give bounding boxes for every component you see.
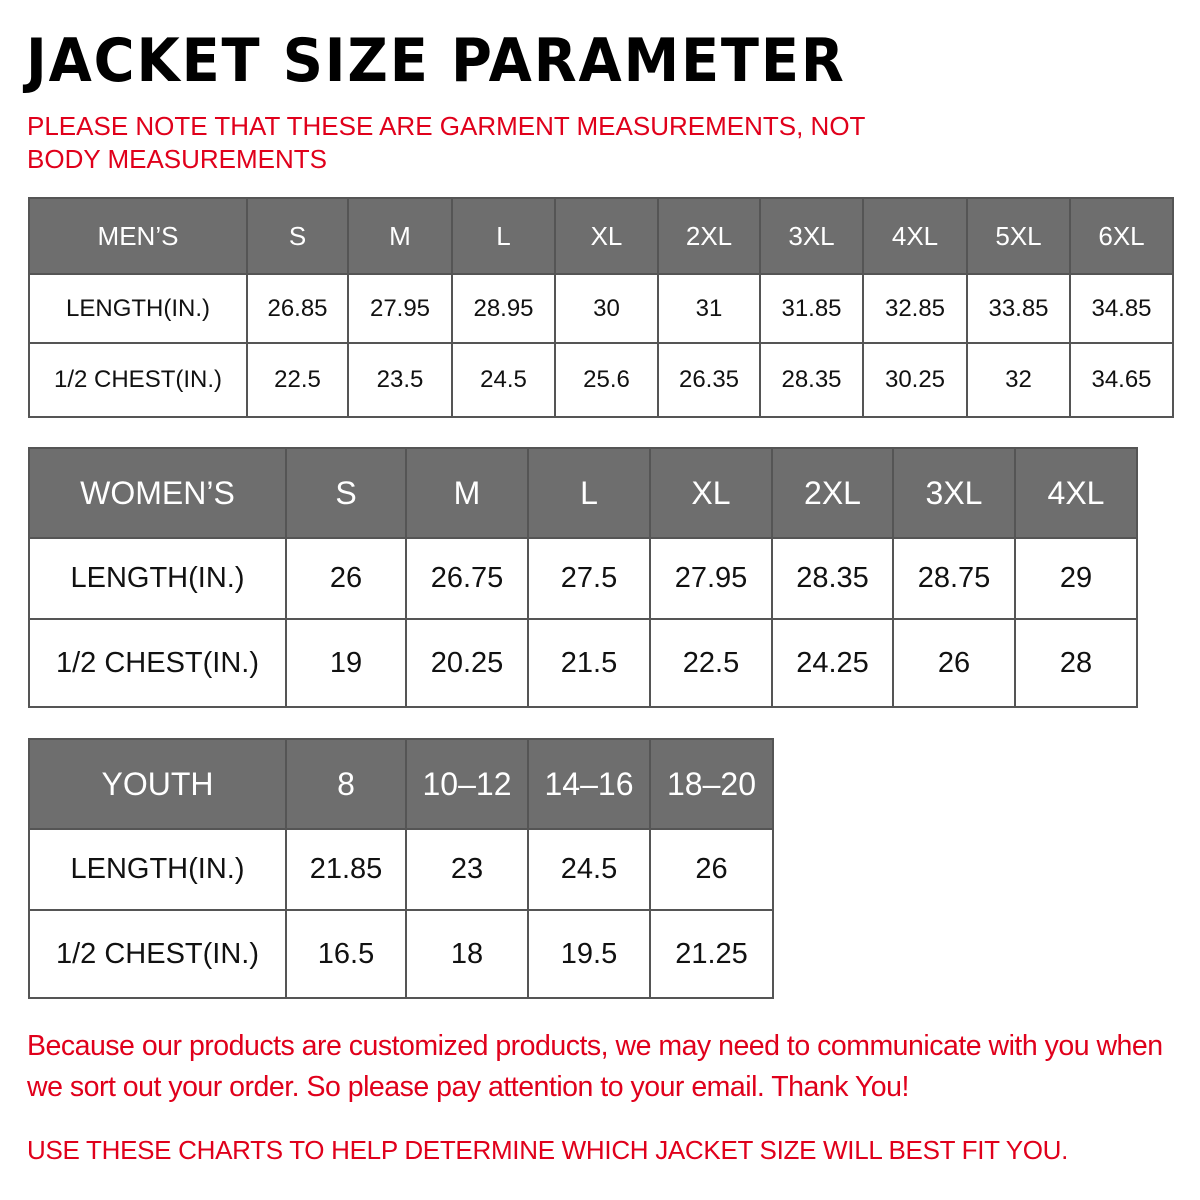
measurement-cell: 20.25 — [405, 618, 529, 708]
row-label: LENGTH(IN.) — [28, 537, 287, 620]
measurement-cell: 25.6 — [554, 342, 659, 418]
measurement-cell: 31 — [657, 273, 761, 344]
measurement-cell: 29 — [1014, 537, 1138, 620]
size-header: S — [246, 197, 349, 275]
measurement-cell: 23.5 — [347, 342, 453, 418]
measurement-cell: 34.65 — [1069, 342, 1174, 418]
measurement-cell: 27.95 — [347, 273, 453, 344]
size-header: M — [347, 197, 453, 275]
measurement-cell: 22.5 — [649, 618, 773, 708]
measurement-cell: 28.35 — [759, 342, 864, 418]
row-label: 1/2 CHEST(IN.) — [28, 909, 287, 999]
size-header: 18–20 — [649, 738, 774, 830]
row-label: 1/2 CHEST(IN.) — [28, 342, 248, 418]
measurement-cell: 27.5 — [527, 537, 651, 620]
size-header: 14–16 — [527, 738, 651, 830]
measurement-cell: 26 — [649, 828, 774, 911]
size-header: L — [451, 197, 556, 275]
measurement-cell: 18 — [405, 909, 529, 999]
measurement-cell: 26.75 — [405, 537, 529, 620]
table-row: LENGTH(IN.) 26.85 27.95 28.95 30 31 31.85 32.85… — [28, 273, 1174, 344]
measurement-cell: 26 — [892, 618, 1016, 708]
size-header: 3XL — [892, 447, 1016, 539]
page-title: JACKET SIZE PARAMETER — [26, 26, 846, 96]
size-header: 3XL — [759, 197, 864, 275]
measurement-cell: 24.5 — [527, 828, 651, 911]
measurement-cell: 32 — [966, 342, 1071, 418]
measurement-cell: 19.5 — [527, 909, 651, 999]
womens-size-table: WOMEN’S S M L XL 2XL 3XL 4XL LENGTH(IN.) 26 26.75 2… — [28, 447, 1138, 708]
youth-size-table: YOUTH 8 10–12 14–16 18–20 LENGTH(IN.) 21.85 23 2… — [28, 738, 774, 999]
size-header: XL — [649, 447, 773, 539]
mens-size-table: MEN’S S M L XL 2XL 3XL 4XL 5XL 6XL LENGTH(IN.) 26.8… — [28, 197, 1174, 418]
measurement-cell: 24.5 — [451, 342, 556, 418]
table-row: LENGTH(IN.) 21.85 23 24.5 26 — [28, 828, 774, 911]
measurement-cell: 34.85 — [1069, 273, 1174, 344]
size-header: 5XL — [966, 197, 1071, 275]
measurement-cell: 27.95 — [649, 537, 773, 620]
table-row: 1/2 CHEST(IN.) 22.5 23.5 24.5 25.6 26.35 28.35… — [28, 342, 1174, 418]
table-row: 1/2 CHEST(IN.) 19 20.25 21.5 22.5 24.25 26 28 — [28, 618, 1138, 708]
measurement-cell: 23 — [405, 828, 529, 911]
measurement-cell: 24.25 — [771, 618, 894, 708]
measurement-cell: 26.85 — [246, 273, 349, 344]
size-header: 6XL — [1069, 197, 1174, 275]
customization-notice: Because our products are customized prod… — [27, 1030, 1163, 1103]
measurement-cell: 19 — [285, 618, 407, 708]
table-category-label: YOUTH — [28, 738, 287, 830]
table-category-label: MEN’S — [28, 197, 248, 275]
measurement-cell: 26.35 — [657, 342, 761, 418]
measurement-cell: 28.75 — [892, 537, 1016, 620]
size-header: 8 — [285, 738, 407, 830]
size-chart-instruction: USE THESE CHARTS TO HELP DETERMINE WHICH… — [27, 1135, 1069, 1165]
measurement-cell: 21.5 — [527, 618, 651, 708]
row-label: LENGTH(IN.) — [28, 273, 248, 344]
measurement-cell: 21.25 — [649, 909, 774, 999]
table-category-label: WOMEN’S — [28, 447, 287, 539]
table-row: LENGTH(IN.) 26 26.75 27.5 27.95 28.35 28.75 29 — [28, 537, 1138, 620]
header-row: MEN’S S M L XL 2XL 3XL 4XL 5XL 6XL — [28, 197, 1174, 275]
measurement-cell: 28 — [1014, 618, 1138, 708]
header-row: YOUTH 8 10–12 14–16 18–20 — [28, 738, 774, 830]
row-label: 1/2 CHEST(IN.) — [28, 618, 287, 708]
measurement-cell: 30 — [554, 273, 659, 344]
size-header: 4XL — [1014, 447, 1138, 539]
size-header: M — [405, 447, 529, 539]
measurement-cell: 32.85 — [862, 273, 968, 344]
measurement-cell: 22.5 — [246, 342, 349, 418]
measurement-cell: 28.35 — [771, 537, 894, 620]
size-header: 2XL — [657, 197, 761, 275]
header-row: WOMEN’S S M L XL 2XL 3XL 4XL — [28, 447, 1138, 539]
row-label: LENGTH(IN.) — [28, 828, 287, 911]
garment-measurement-note: PLEASE NOTE THAT THESE ARE GARMENT MEASU… — [27, 111, 865, 174]
size-header: 4XL — [862, 197, 968, 275]
size-header: 2XL — [771, 447, 894, 539]
measurement-cell: 16.5 — [285, 909, 407, 999]
size-header: S — [285, 447, 407, 539]
measurement-cell: 28.95 — [451, 273, 556, 344]
measurement-cell: 30.25 — [862, 342, 968, 418]
size-header: 10–12 — [405, 738, 529, 830]
measurement-cell: 26 — [285, 537, 407, 620]
size-header: L — [527, 447, 651, 539]
table-row: 1/2 CHEST(IN.) 16.5 18 19.5 21.25 — [28, 909, 774, 999]
measurement-cell: 33.85 — [966, 273, 1071, 344]
measurement-cell: 31.85 — [759, 273, 864, 344]
size-header: XL — [554, 197, 659, 275]
measurement-cell: 21.85 — [285, 828, 407, 911]
